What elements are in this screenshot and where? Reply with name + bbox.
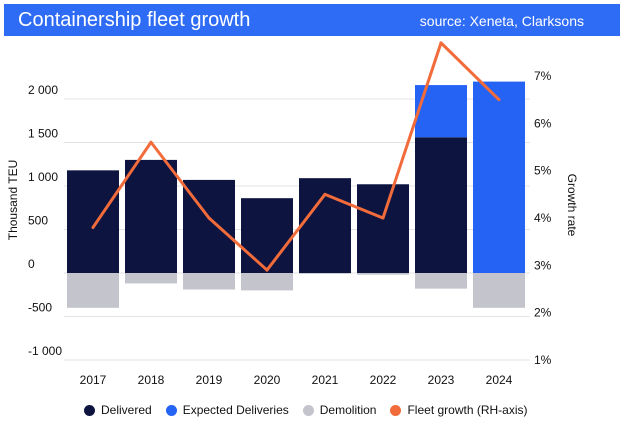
bar-delivered-2018	[125, 159, 177, 273]
point-fleet-growth-2018	[149, 140, 153, 144]
line-fleet-growth	[91, 41, 501, 272]
legend-item-delivered: Delivered	[84, 403, 152, 417]
y2-tick-label: 6%	[534, 116, 552, 130]
point-fleet-growth-2024	[497, 98, 501, 102]
legend-item-fleet-growth: Fleet growth (RH-axis)	[390, 403, 528, 417]
bar-demolition-2019	[183, 273, 235, 290]
legend-label-expected-deliveries: Expected Deliveries	[182, 403, 289, 417]
y-tick-label: 2 000	[28, 83, 58, 97]
legend-swatch-demolition	[302, 404, 314, 416]
bar-demolition-2018	[125, 273, 177, 284]
y2-tick-label: 1%	[534, 353, 552, 367]
fleet-growth-chart: 2 000 1 500 1 000 500 0 -500 -1 000 7% 6% 5% 4% 3% 2…	[6, 41, 579, 387]
y-axis-title: Thousand TEU	[6, 160, 20, 241]
x-tick-label: 2019	[196, 373, 223, 387]
y-tick-label: 1 000	[28, 170, 58, 184]
x-tick-label: 2024	[486, 373, 513, 387]
source-note: source: Xeneta, Clarksons	[419, 13, 584, 29]
y2-axis-title: Growth rate	[565, 174, 579, 237]
bar-delivered-2023	[415, 137, 467, 273]
x-tick-label: 2017	[80, 373, 107, 387]
y-tick-label: -1 000	[28, 344, 62, 358]
y2-tick-label: 7%	[534, 69, 552, 83]
bar-delivered-2020	[241, 198, 293, 273]
bar-demolition-2020	[241, 273, 293, 291]
legend-item-demolition: Demolition	[302, 403, 377, 417]
bar-expected-2023	[415, 85, 467, 138]
legend-item-expected-deliveries: Expected Deliveries	[165, 403, 289, 417]
bar-demolition-2022	[357, 273, 409, 275]
legend-label-demolition: Demolition	[319, 403, 377, 417]
y2-tick-label: 3%	[534, 258, 552, 272]
point-fleet-growth-2022	[381, 216, 385, 220]
point-fleet-growth-2021	[323, 192, 327, 196]
point-fleet-growth-2023	[439, 41, 443, 45]
bar-demolition-2021	[299, 273, 351, 274]
legend-label-delivered: Delivered	[101, 403, 152, 417]
chart-title: Containership fleet growth	[18, 9, 251, 31]
bar-demolition-2017	[67, 273, 119, 308]
x-tick-label: 2018	[138, 373, 165, 387]
chart-header: Containership fleet growth source: Xenet…	[4, 4, 620, 36]
legend-swatch-fleet-growth	[390, 404, 402, 416]
y2-tick-label: 2%	[534, 306, 552, 320]
y-tick-label: 1 500	[28, 127, 58, 141]
y2-tick-label: 4%	[534, 211, 552, 225]
x-tick-label: 2023	[428, 373, 455, 387]
x-tick-label: 2020	[254, 373, 281, 387]
legend-swatch-expected-deliveries	[165, 404, 177, 416]
legend-swatch-delivered	[84, 404, 95, 416]
y-tick-label: -500	[28, 301, 52, 315]
legend-label-fleet-growth: Fleet growth (RH-axis)	[407, 403, 528, 417]
y2-tick-label: 5%	[534, 164, 552, 178]
bar-demolition-2024	[473, 273, 525, 308]
x-tick-label: 2022	[370, 373, 397, 387]
legend: Delivered Expected Deliveries Demolition…	[84, 403, 542, 417]
bar-delivered-2021	[299, 178, 351, 273]
bar-delivered-2022	[357, 184, 409, 273]
y-tick-label: 0	[28, 257, 35, 271]
x-tick-label: 2021	[312, 373, 339, 387]
point-fleet-growth-2020	[265, 268, 269, 272]
bar-expected-2024	[473, 81, 525, 273]
y-tick-label: 500	[28, 214, 48, 228]
point-fleet-growth-2017	[91, 225, 95, 229]
bar-delivered-2017	[67, 170, 119, 273]
point-fleet-growth-2019	[207, 216, 211, 220]
bar-demolition-2023	[415, 273, 467, 289]
